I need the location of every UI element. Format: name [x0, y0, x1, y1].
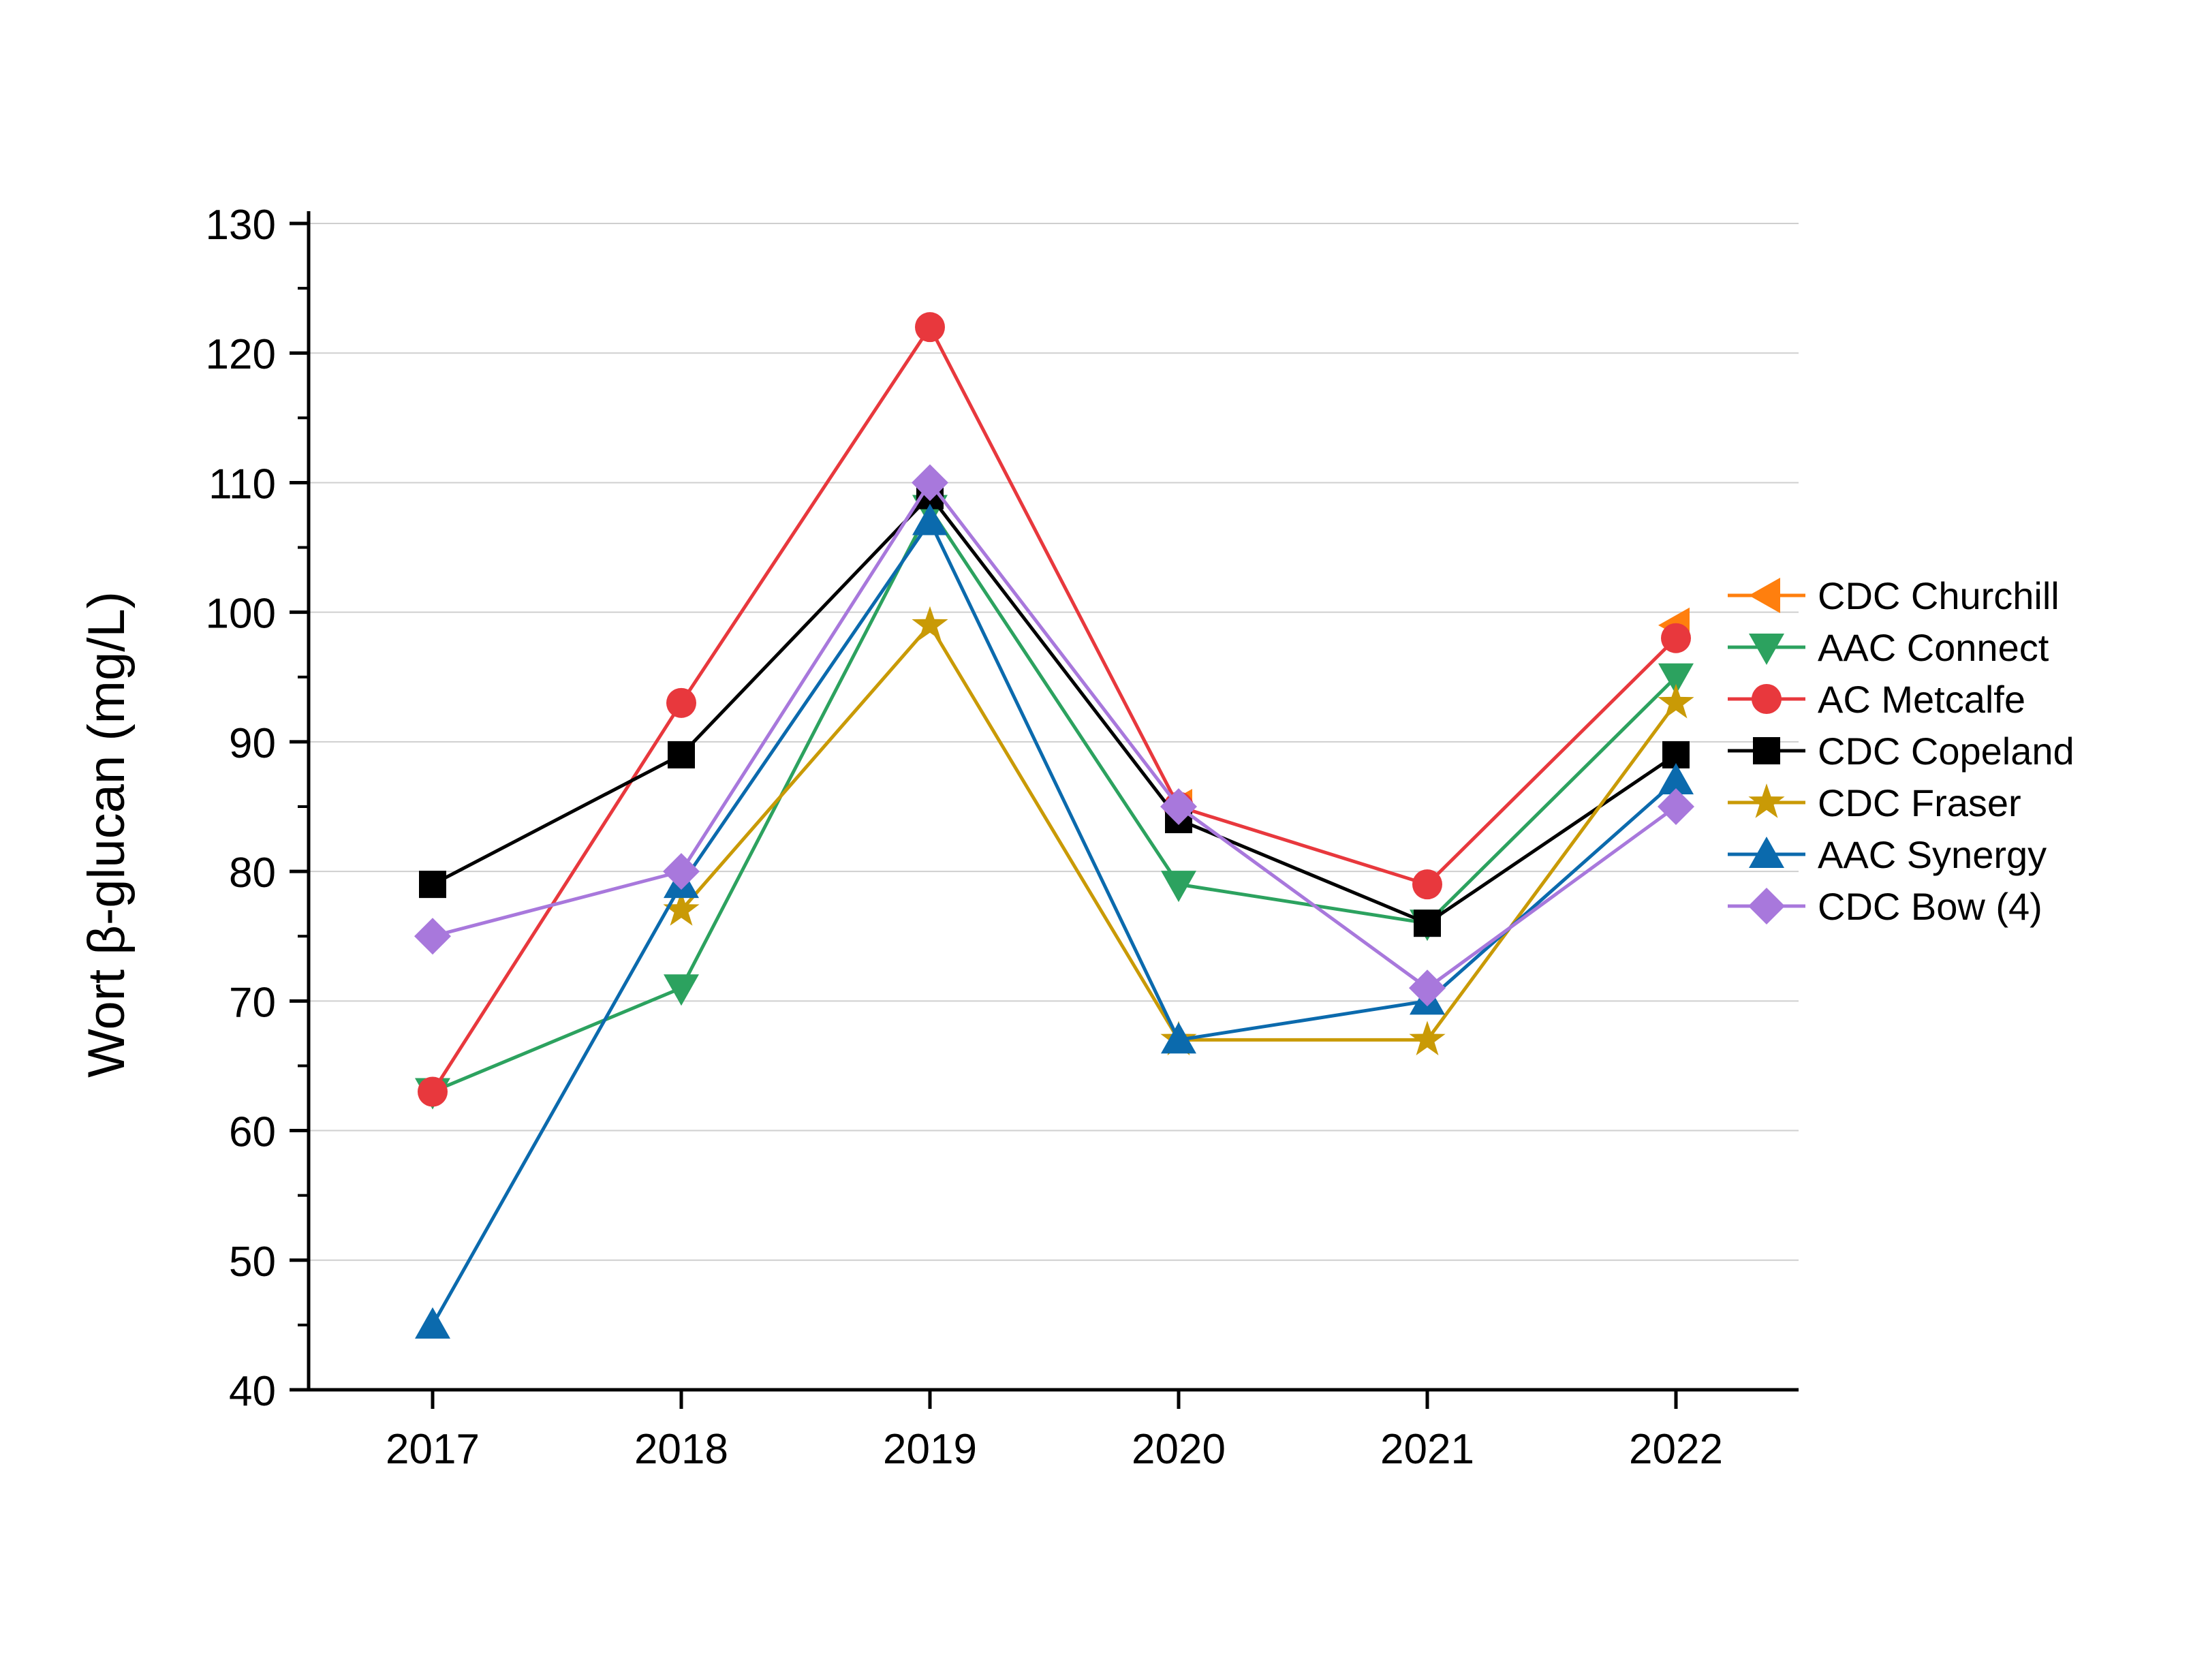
legend-marker [1753, 737, 1780, 764]
axes: 40 50 60 70 80 90 100 110 120 130 2017 2018 2019 2020… [206, 202, 1799, 1473]
x-tick-label: 2019 [883, 1426, 977, 1473]
series-3 [419, 482, 1690, 937]
data-point [419, 871, 446, 899]
data-point [1161, 1022, 1196, 1054]
legend-label: CDC Churchill [1818, 574, 2060, 617]
series-line [431, 493, 1677, 925]
series-2 [418, 312, 1691, 1107]
y-tick-label: 70 [229, 979, 276, 1026]
data-point [1661, 623, 1691, 653]
y-tick-label: 110 [208, 461, 276, 508]
data-point [1412, 869, 1442, 900]
data-point [418, 1076, 448, 1107]
y-axis-title: Wort β-glucan (mg/L) [78, 591, 136, 1078]
y-tick-label: 40 [229, 1368, 276, 1415]
data-point [912, 606, 948, 641]
legend-marker [1749, 837, 1784, 868]
data-point [1409, 1021, 1446, 1056]
data-point [415, 1307, 450, 1339]
data-point [666, 687, 696, 718]
data-point [1161, 871, 1196, 903]
data-point [1658, 663, 1694, 695]
legend-item: CDC Copeland [1728, 730, 2075, 773]
legend-label: CDC Bow (4) [1818, 885, 2042, 928]
x-tick-label: 2020 [1132, 1426, 1226, 1473]
y-tick-label: 130 [206, 202, 276, 249]
legend-label: CDC Copeland [1818, 730, 2075, 773]
x-tick-label: 2022 [1629, 1426, 1723, 1473]
data-point [912, 503, 948, 535]
data-point [414, 918, 451, 955]
data-point [1658, 762, 1694, 794]
series-line [431, 520, 1677, 1326]
legend-item: CDC Churchill [1728, 574, 2060, 617]
data-point [663, 853, 700, 890]
legend-item: CDC Bow (4) [1728, 885, 2042, 928]
series-line [431, 325, 1677, 1093]
legend-label: AC Metcalfe [1818, 678, 2025, 721]
data-point [663, 891, 700, 926]
x-tick-label: 2021 [1380, 1426, 1474, 1473]
legend-marker [1748, 888, 1785, 924]
data-point [1160, 788, 1197, 825]
y-tick-label: 120 [206, 331, 276, 378]
legend-label: CDC Fraser [1818, 781, 2021, 824]
y-tick-label: 100 [206, 591, 276, 638]
y-tick-label: 80 [229, 850, 276, 897]
legend-marker [1749, 634, 1784, 665]
legend-marker [1752, 684, 1782, 714]
legend-marker [1748, 783, 1785, 818]
x-tick-label: 2017 [386, 1426, 480, 1473]
legend-marker [1749, 578, 1780, 613]
data-point [912, 464, 948, 501]
legend-label: AAC Synergy [1818, 833, 2047, 876]
data-point [664, 974, 699, 1006]
series-5 [415, 503, 1694, 1339]
legend-item: CDC Fraser [1728, 781, 2021, 824]
y-tick-label: 60 [229, 1109, 276, 1156]
series-line [432, 480, 1677, 990]
data-point [1658, 683, 1694, 719]
legend-item: AAC Connect [1728, 626, 2049, 669]
data-point [1658, 788, 1694, 825]
data-point [1409, 969, 1446, 1007]
series-group [414, 312, 1694, 1339]
legend-item: AC Metcalfe [1728, 678, 2025, 721]
series-6 [414, 464, 1694, 1007]
y-tick-label: 90 [229, 720, 276, 767]
x-tick-label: 2018 [634, 1426, 728, 1473]
data-point [915, 312, 945, 343]
legend: CDC Churchill AAC Connect AC Metcalfe CDC C… [1728, 574, 2075, 928]
legend-label: AAC Connect [1818, 626, 2049, 669]
data-point [668, 741, 695, 768]
legend-item: AAC Synergy [1728, 833, 2047, 876]
data-point [1414, 909, 1441, 937]
y-tick-label: 50 [229, 1239, 276, 1286]
gridlines [309, 223, 1799, 1261]
series-line [432, 506, 1677, 1093]
